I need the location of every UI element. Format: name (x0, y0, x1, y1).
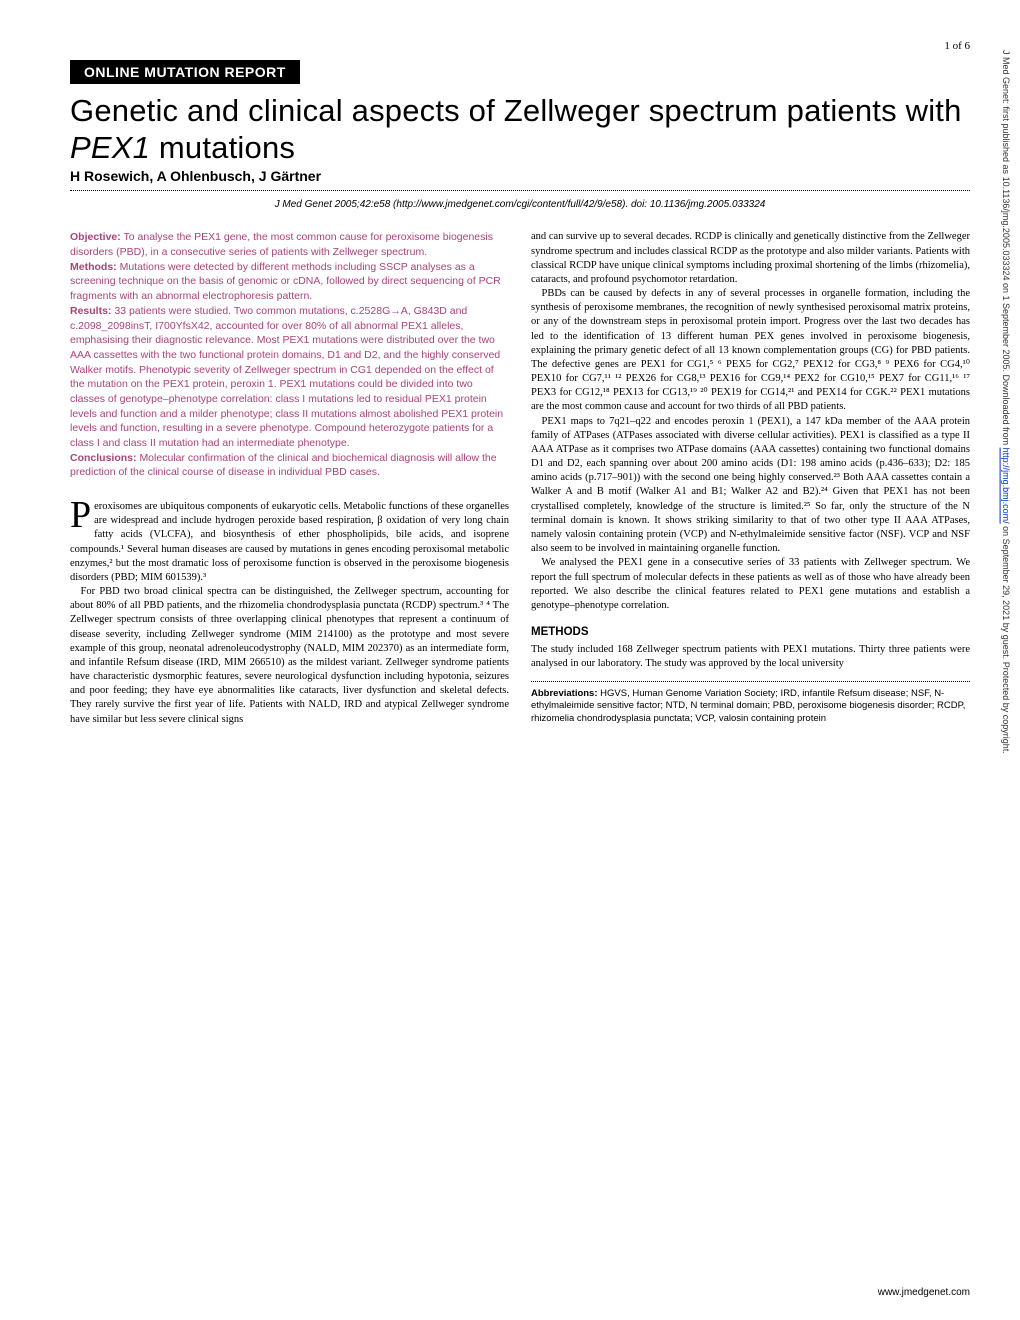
body-text: eroxisomes are ubiquitous components of … (70, 501, 509, 583)
body-paragraph: PEX1 maps to 7q21–q22 and encodes peroxi… (531, 415, 970, 557)
left-column: Objective: To analyse the PEX1 gene, the… (70, 230, 509, 726)
side-citation-text: J Med Genet: first published as 10.1136/… (996, 50, 1012, 1250)
section-badge: ONLINE MUTATION REPORT (70, 60, 300, 84)
body-paragraph: PBDs can be caused by defects in any of … (531, 287, 970, 415)
abstract-objective-label: Objective: (70, 231, 121, 243)
page-number: 1 of 6 (70, 40, 970, 52)
article-title: Genetic and clinical aspects of Zellwege… (70, 92, 970, 166)
methods-body: The study included 168 Zellweger spectru… (531, 643, 970, 671)
abstract-results-label: Results: (70, 305, 111, 317)
abstract-block: Objective: To analyse the PEX1 gene, the… (70, 230, 509, 480)
body-paragraph: For PBD two broad clinical spectra can b… (70, 585, 509, 727)
side-text-prefix: J Med Genet: first published as 10.1136/… (1001, 50, 1011, 448)
divider (531, 681, 970, 682)
body-paragraph: and can survive up to several decades. R… (531, 230, 970, 287)
side-text-link[interactable]: http://jmg.bmj.com/ (1001, 448, 1011, 524)
abstract-results: 33 patients were studied. Two common mut… (70, 305, 503, 449)
body-paragraph: We analysed the PEX1 gene in a consecuti… (531, 556, 970, 613)
side-text-suffix: on September 29, 2021 by guest. Protecte… (1001, 524, 1011, 754)
divider (70, 190, 970, 191)
abstract-methods: Mutations were detected by different met… (70, 261, 501, 302)
body-paragraph: Peroxisomes are ubiquitous components of… (70, 500, 509, 585)
authors: H Rosewich, A Ohlenbusch, J Gärtner (70, 168, 970, 184)
footer-url: www.jmedgenet.com (878, 1287, 970, 1298)
abstract-conclusions-label: Conclusions: (70, 452, 137, 464)
right-column: and can survive up to several decades. R… (531, 230, 970, 726)
dropcap: P (70, 500, 94, 530)
abbreviations-label: Abbreviations: (531, 688, 598, 699)
abbreviations-block: Abbreviations: HGVS, Human Genome Variat… (531, 688, 970, 725)
citation: J Med Genet 2005;42:e58 (http://www.jmed… (70, 199, 970, 210)
abstract-methods-label: Methods: (70, 261, 117, 273)
abstract-objective: To analyse the PEX1 gene, the most commo… (70, 231, 493, 258)
two-column-layout: Objective: To analyse the PEX1 gene, the… (70, 230, 970, 726)
methods-heading: METHODS (531, 625, 970, 641)
